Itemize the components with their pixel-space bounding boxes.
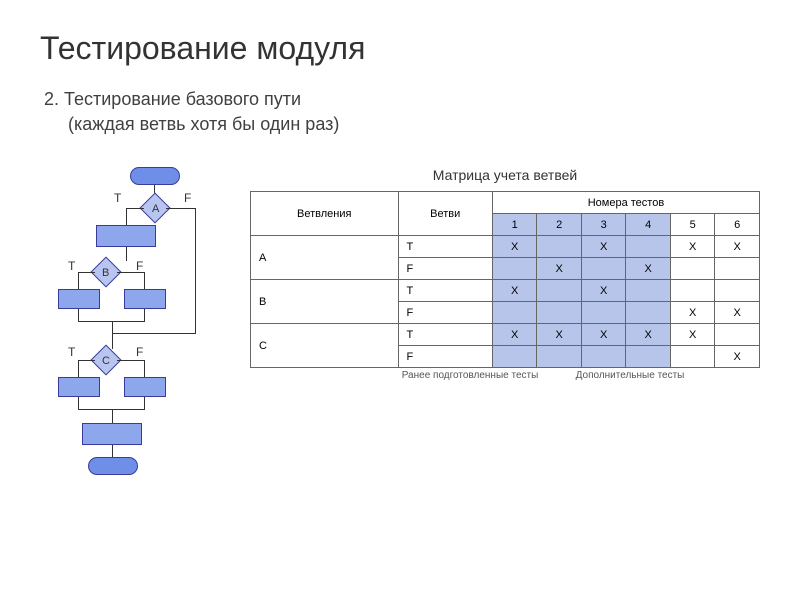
cell-test <box>537 236 582 258</box>
cell-test: X <box>492 324 537 346</box>
cell-test <box>492 302 537 324</box>
th-test-2: 2 <box>537 214 582 236</box>
cell-branch: T <box>398 280 492 302</box>
table-row: CTXXXXX <box>251 324 760 346</box>
table-row: ATXXXX <box>251 236 760 258</box>
cell-test <box>537 280 582 302</box>
cell-branch: T <box>398 236 492 258</box>
fc-end-terminal <box>88 457 138 475</box>
th-branches: Ветви <box>398 192 492 236</box>
cell-branch: T <box>398 324 492 346</box>
cell-test: X <box>581 280 626 302</box>
cell-test: X <box>492 280 537 302</box>
fc-process-cf <box>124 377 166 397</box>
cell-test <box>715 324 760 346</box>
branch-matrix-table: Ветвления Ветви Номера тестов 123456 ATX… <box>250 191 760 368</box>
cell-test <box>626 302 671 324</box>
annotation-additional: Дополнительные тесты <box>570 370 690 381</box>
th-test-5: 5 <box>670 214 715 236</box>
fc-tf-c-f: F <box>136 345 143 359</box>
cell-test <box>715 258 760 280</box>
table-title: Матрица учета ветвей <box>250 167 760 183</box>
cell-test: X <box>626 324 671 346</box>
cell-branch: F <box>398 258 492 280</box>
cell-test <box>626 236 671 258</box>
cell-test <box>581 302 626 324</box>
fc-process-ct <box>58 377 100 397</box>
fc-process-bt <box>58 289 100 309</box>
th-test-6: 6 <box>715 214 760 236</box>
cell-test <box>626 346 671 368</box>
cell-test: X <box>670 236 715 258</box>
subtitle-line1: 2. Тестирование базового пути <box>44 89 301 109</box>
table-row: BTXX <box>251 280 760 302</box>
cell-test <box>670 280 715 302</box>
cell-test: X <box>715 236 760 258</box>
fc-process-final <box>82 423 142 445</box>
cell-test <box>492 258 537 280</box>
fc-tf-b-t: T <box>68 259 75 273</box>
cell-test <box>715 280 760 302</box>
th-test-4: 4 <box>626 214 671 236</box>
matrix-table-area: Матрица учета ветвей Ветвления Ветви Ном… <box>250 167 760 507</box>
cell-test: X <box>626 258 671 280</box>
annotation-prepared: Ранее подготовленные тесты <box>400 370 540 381</box>
th-test-1: 1 <box>492 214 537 236</box>
th-branching: Ветвления <box>251 192 399 236</box>
cell-test: X <box>492 236 537 258</box>
fc-tf-a-f: F <box>184 191 191 205</box>
table-header-row-1: Ветвления Ветви Номера тестов <box>251 192 760 214</box>
fc-tf-b-f: F <box>136 259 143 273</box>
cell-branching: B <box>251 280 399 324</box>
fc-start-terminal <box>130 167 180 185</box>
fc-tf-c-t: T <box>68 345 75 359</box>
flowchart: A T F B T F C T <box>40 167 220 507</box>
fc-tf-a-t: T <box>114 191 121 205</box>
cell-test: X <box>537 258 582 280</box>
cell-branching: C <box>251 324 399 368</box>
cell-test <box>670 258 715 280</box>
cell-test <box>537 346 582 368</box>
cell-test <box>537 302 582 324</box>
cell-test: X <box>670 324 715 346</box>
cell-test <box>581 258 626 280</box>
cell-test: X <box>581 236 626 258</box>
cell-branching: A <box>251 236 399 280</box>
cell-test: X <box>581 324 626 346</box>
fc-label-b: B <box>102 267 109 279</box>
cell-branch: F <box>398 302 492 324</box>
subtitle-line2: (каждая ветвь хотя бы один раз) <box>68 114 339 134</box>
cell-test <box>626 280 671 302</box>
fc-process-bf <box>124 289 166 309</box>
th-tests: Номера тестов <box>492 192 759 214</box>
cell-test <box>670 346 715 368</box>
fc-process-1 <box>96 225 156 247</box>
cell-test <box>581 346 626 368</box>
cell-test: X <box>537 324 582 346</box>
page-title: Тестирование модуля <box>40 30 760 67</box>
subtitle: 2. Тестирование базового пути (каждая ве… <box>44 87 760 137</box>
cell-test <box>492 346 537 368</box>
th-test-3: 3 <box>581 214 626 236</box>
cell-test: X <box>670 302 715 324</box>
fc-label-c: C <box>102 355 110 367</box>
cell-branch: F <box>398 346 492 368</box>
fc-label-a: A <box>152 203 159 215</box>
cell-test: X <box>715 346 760 368</box>
content-area: A T F B T F C T <box>40 167 760 507</box>
cell-test: X <box>715 302 760 324</box>
